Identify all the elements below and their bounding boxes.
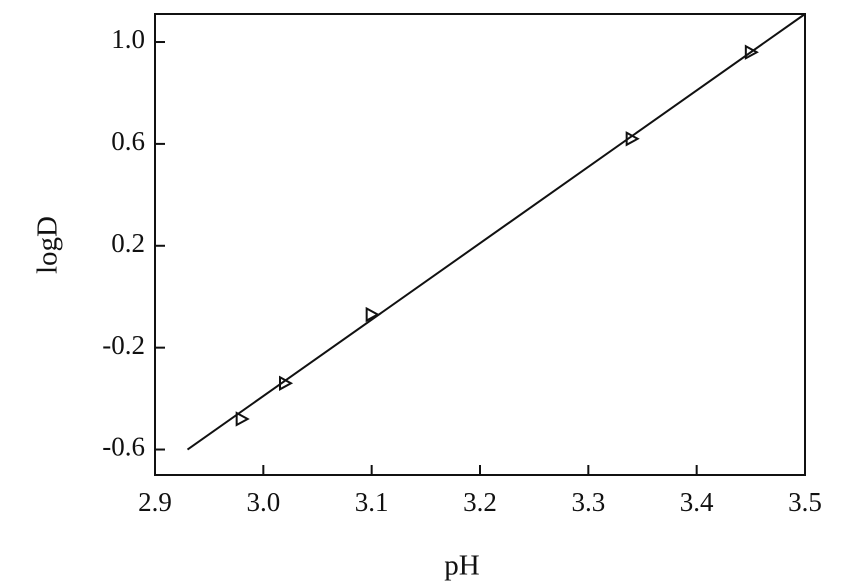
x-tick-label: 3.2 bbox=[463, 487, 497, 517]
x-tick-label: 3.1 bbox=[355, 487, 389, 517]
x-tick-label: 3.3 bbox=[571, 487, 605, 517]
x-tick-label: 3.0 bbox=[246, 487, 280, 517]
x-axis-title: pH bbox=[444, 550, 480, 582]
y-tick-label: 0.2 bbox=[111, 228, 145, 258]
y-tick-label: 0.6 bbox=[111, 126, 145, 156]
point bbox=[365, 306, 380, 323]
y-tick-label: 1.0 bbox=[111, 24, 145, 54]
y-axis-title: logD bbox=[32, 216, 64, 274]
y-tick-label: -0.2 bbox=[102, 330, 145, 360]
x-tick-label: 3.4 bbox=[680, 487, 714, 517]
x-tick-label: 2.9 bbox=[138, 487, 172, 517]
x-tick-label: 3.5 bbox=[788, 487, 822, 517]
fit-line bbox=[186, 13, 806, 451]
y-tick-label: -0.6 bbox=[102, 432, 145, 462]
point bbox=[235, 411, 250, 427]
